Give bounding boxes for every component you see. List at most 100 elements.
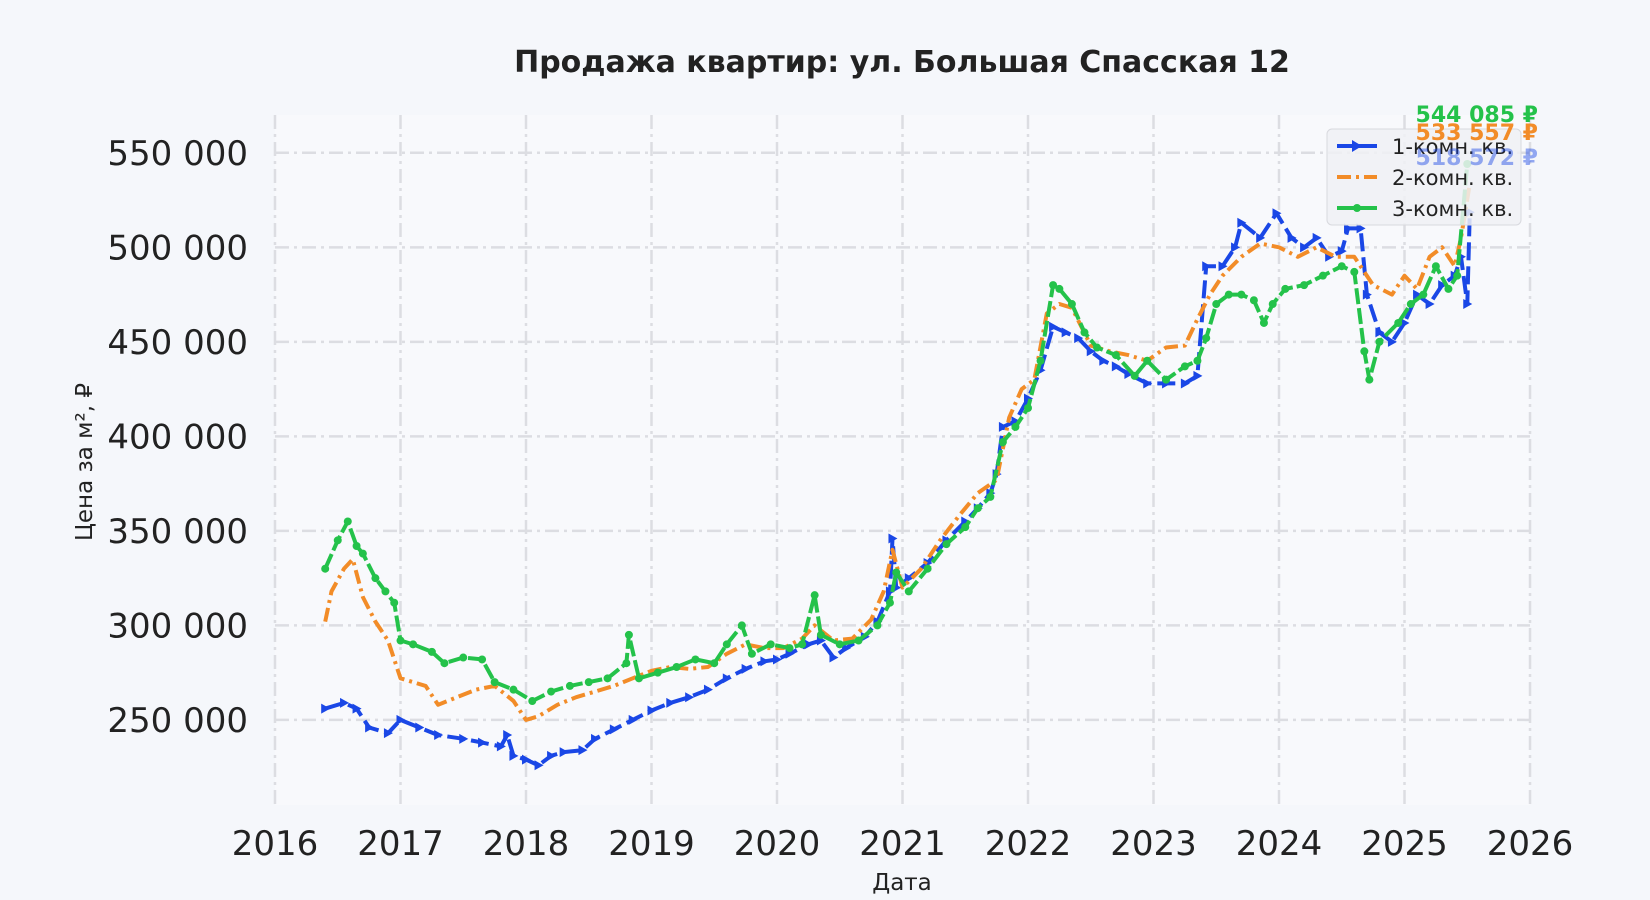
data-point xyxy=(352,703,362,714)
data-point xyxy=(766,640,775,649)
x-tick-label: 2026 xyxy=(1487,824,1574,864)
data-point xyxy=(1237,217,1247,228)
data-point xyxy=(396,636,405,645)
data-point xyxy=(1337,262,1346,271)
data-point xyxy=(1162,375,1171,384)
data-point xyxy=(409,640,418,649)
grid-lines xyxy=(273,115,1532,805)
data-point xyxy=(415,722,425,733)
data-point xyxy=(1394,318,1403,327)
data-point xyxy=(440,659,449,668)
data-point xyxy=(1387,336,1397,347)
data-point xyxy=(1193,356,1202,365)
data-point xyxy=(785,644,794,653)
data-point xyxy=(390,598,399,607)
data-point xyxy=(343,517,352,526)
end-value-label: 533 557 ₽ xyxy=(1416,121,1538,146)
data-point xyxy=(1067,300,1076,309)
data-point xyxy=(1218,261,1228,272)
y-tick-label: 550 000 xyxy=(107,134,248,174)
x-tick-label: 2017 xyxy=(357,824,444,864)
y-tick-label: 300 000 xyxy=(107,606,248,646)
x-ticks: 2016 2017 2018 2019 2020 2021 2022 2023 2024 2025… xyxy=(232,824,1574,864)
data-point xyxy=(1425,299,1435,310)
data-point xyxy=(1281,284,1290,293)
data-point xyxy=(722,673,732,684)
data-point xyxy=(503,730,513,741)
data-point xyxy=(1080,328,1089,337)
data-point xyxy=(1406,300,1415,309)
x-tick-label: 2023 xyxy=(1110,824,1197,864)
data-point xyxy=(835,640,844,649)
legend-marker xyxy=(1352,140,1362,152)
data-point xyxy=(352,542,361,551)
data-point xyxy=(321,703,331,714)
x-tick-label: 2019 xyxy=(608,824,695,864)
legend-item: 3-комн. кв. xyxy=(1337,197,1513,221)
data-point xyxy=(885,598,894,607)
data-point xyxy=(1111,361,1121,372)
data-point xyxy=(1365,375,1374,384)
data-point xyxy=(333,536,342,545)
x-tick-label: 2020 xyxy=(734,824,821,864)
data-point xyxy=(509,750,519,761)
data-point xyxy=(559,747,569,758)
data-point xyxy=(1413,289,1423,300)
series-layer xyxy=(321,159,1475,771)
y-tick-label: 250 000 xyxy=(107,701,248,741)
data-point xyxy=(1024,404,1032,413)
data-point xyxy=(653,668,662,677)
data-point xyxy=(622,659,631,668)
data-point xyxy=(624,630,633,639)
data-point xyxy=(773,654,782,665)
data-point xyxy=(1256,232,1266,243)
data-point xyxy=(381,587,390,596)
chart-title: Продажа квартир: ул. Большая Спасская 12 xyxy=(514,45,1290,80)
data-point xyxy=(1224,290,1233,299)
data-point xyxy=(496,741,506,752)
data-point xyxy=(1268,300,1277,309)
data-point xyxy=(1249,296,1258,305)
data-point xyxy=(1287,232,1297,243)
data-point xyxy=(427,647,436,656)
data-point xyxy=(647,705,657,716)
data-point xyxy=(1093,343,1102,352)
data-point xyxy=(1202,261,1212,272)
x-tick-label: 2018 xyxy=(483,824,570,864)
data-point xyxy=(672,663,681,671)
x-tick-label: 2022 xyxy=(985,824,1072,864)
data-point xyxy=(478,655,487,664)
data-point xyxy=(829,652,839,663)
data-point xyxy=(1375,337,1384,346)
data-point xyxy=(854,636,863,645)
data-point xyxy=(1061,327,1071,338)
data-point xyxy=(1356,223,1366,234)
data-point xyxy=(1272,208,1282,219)
data-point xyxy=(973,504,982,513)
data-point xyxy=(1074,333,1084,344)
data-point xyxy=(578,745,588,756)
data-point xyxy=(1463,299,1473,310)
legend-item: 2-комн. кв. xyxy=(1337,166,1513,190)
data-point xyxy=(998,421,1008,432)
data-point xyxy=(816,630,825,639)
data-point xyxy=(478,737,488,748)
data-point xyxy=(685,692,695,703)
y-axis-label: Цена за м², ₽ xyxy=(72,383,98,541)
data-point xyxy=(1431,262,1440,271)
data-point xyxy=(1231,242,1241,253)
y-tick-label: 350 000 xyxy=(107,512,248,552)
data-point xyxy=(1011,422,1020,431)
data-point xyxy=(1438,280,1448,291)
data-point xyxy=(1143,378,1153,389)
data-point xyxy=(1360,347,1369,356)
data-point xyxy=(1318,271,1327,280)
data-point xyxy=(634,674,643,683)
data-point xyxy=(1362,289,1372,300)
data-point xyxy=(923,564,932,573)
data-point xyxy=(998,438,1007,447)
data-point xyxy=(371,574,380,583)
data-point xyxy=(1086,346,1096,357)
x-axis-label: Дата xyxy=(872,870,932,896)
